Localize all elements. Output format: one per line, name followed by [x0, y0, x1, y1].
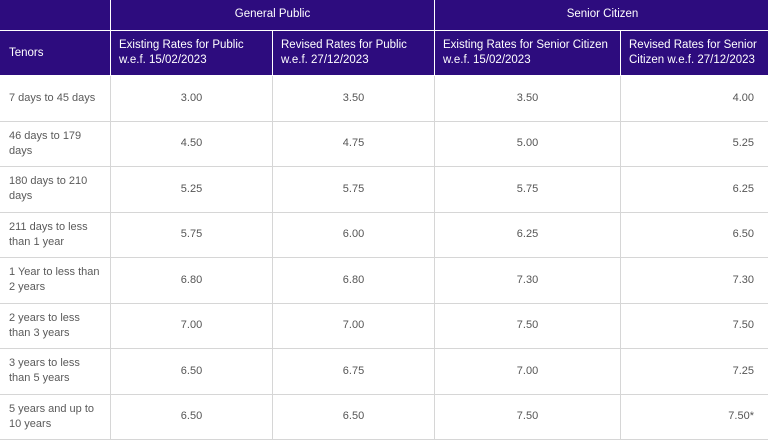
- table-row: 7 days to 45 days 3.00 3.50 3.50 4.00: [0, 76, 768, 122]
- column-header-revised-senior: Revised Rates for Senior Citizen w.e.f. …: [621, 31, 768, 76]
- column-header-tenors: Tenors: [0, 31, 111, 76]
- revised-senior-rate-cell: 4.00: [621, 76, 768, 122]
- tenor-cell: 180 days to 210 days: [0, 167, 111, 213]
- group-header-blank: [0, 0, 111, 31]
- revised-public-rate-cell: 6.75: [273, 349, 435, 395]
- tenor-cell: 2 years to less than 3 years: [0, 303, 111, 349]
- existing-public-rate-cell: 7.00: [111, 303, 273, 349]
- column-header-revised-public: Revised Rates for Public w.e.f. 27/12/20…: [273, 31, 435, 76]
- existing-senior-rate-cell: 5.00: [435, 121, 621, 167]
- table-row: 211 days to less than 1 year 5.75 6.00 6…: [0, 212, 768, 258]
- group-header-senior-citizen: Senior Citizen: [435, 0, 768, 31]
- tenor-cell: 7 days to 45 days: [0, 76, 111, 122]
- revised-senior-rate-cell: 7.30: [621, 258, 768, 304]
- existing-public-rate-cell: 5.75: [111, 212, 273, 258]
- existing-senior-rate-cell: 7.50: [435, 394, 621, 440]
- existing-senior-rate-cell: 5.75: [435, 167, 621, 213]
- existing-senior-rate-cell: 6.25: [435, 212, 621, 258]
- table-row: 1 Year to less than 2 years 6.80 6.80 7.…: [0, 258, 768, 304]
- revised-public-rate-cell: 6.00: [273, 212, 435, 258]
- table-row: 2 years to less than 3 years 7.00 7.00 7…: [0, 303, 768, 349]
- revised-public-rate-cell: 3.50: [273, 76, 435, 122]
- column-header-existing-public: Existing Rates for Public w.e.f. 15/02/2…: [111, 31, 273, 76]
- revised-public-rate-cell: 5.75: [273, 167, 435, 213]
- revised-public-rate-cell: 6.80: [273, 258, 435, 304]
- existing-senior-rate-cell: 7.50: [435, 303, 621, 349]
- column-header-existing-senior: Existing Rates for Senior Citizen w.e.f.…: [435, 31, 621, 76]
- existing-public-rate-cell: 6.50: [111, 394, 273, 440]
- revised-senior-rate-cell: 6.25: [621, 167, 768, 213]
- revised-senior-rate-cell: 5.25: [621, 121, 768, 167]
- table-row: 3 years to less than 5 years 6.50 6.75 7…: [0, 349, 768, 395]
- existing-senior-rate-cell: 7.30: [435, 258, 621, 304]
- tenor-cell: 1 Year to less than 2 years: [0, 258, 111, 304]
- group-header-general-public: General Public: [111, 0, 435, 31]
- existing-public-rate-cell: 6.80: [111, 258, 273, 304]
- revised-senior-rate-cell: 6.50: [621, 212, 768, 258]
- existing-senior-rate-cell: 7.00: [435, 349, 621, 395]
- table-row: 180 days to 210 days 5.25 5.75 5.75 6.25: [0, 167, 768, 213]
- revised-senior-rate-cell: 7.25: [621, 349, 768, 395]
- revised-senior-rate-cell: 7.50*: [621, 394, 768, 440]
- table-row: 46 days to 179 days 4.50 4.75 5.00 5.25: [0, 121, 768, 167]
- tenor-cell: 211 days to less than 1 year: [0, 212, 111, 258]
- existing-public-rate-cell: 6.50: [111, 349, 273, 395]
- column-header-row: Tenors Existing Rates for Public w.e.f. …: [0, 31, 768, 76]
- tenor-cell: 3 years to less than 5 years: [0, 349, 111, 395]
- existing-public-rate-cell: 3.00: [111, 76, 273, 122]
- table-row: 5 years and up to 10 years 6.50 6.50 7.5…: [0, 394, 768, 440]
- existing-senior-rate-cell: 3.50: [435, 76, 621, 122]
- revised-public-rate-cell: 4.75: [273, 121, 435, 167]
- group-header-row: General Public Senior Citizen: [0, 0, 768, 31]
- existing-public-rate-cell: 5.25: [111, 167, 273, 213]
- existing-public-rate-cell: 4.50: [111, 121, 273, 167]
- revised-senior-rate-cell: 7.50: [621, 303, 768, 349]
- revised-public-rate-cell: 6.50: [273, 394, 435, 440]
- revised-public-rate-cell: 7.00: [273, 303, 435, 349]
- tenor-cell: 5 years and up to 10 years: [0, 394, 111, 440]
- tenor-cell: 46 days to 179 days: [0, 121, 111, 167]
